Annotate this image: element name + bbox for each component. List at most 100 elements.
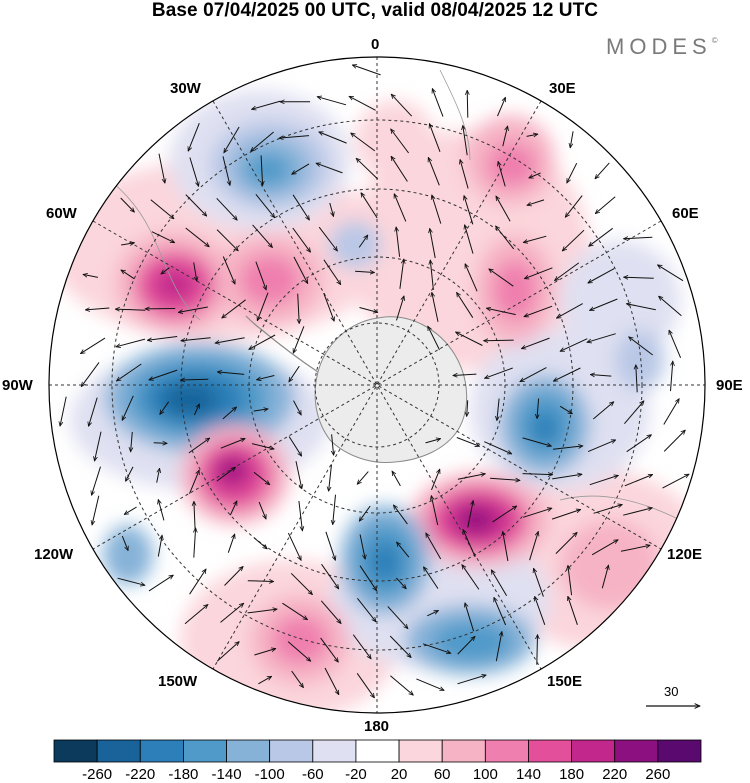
wind-arrow: [157, 535, 162, 557]
wind-arrow: [462, 530, 476, 558]
wind-arrow: [92, 495, 100, 525]
wind-arrow: [279, 135, 310, 139]
wind-arrow: [463, 126, 468, 156]
wind-arrow: [255, 193, 275, 217]
wind-arrow: [390, 675, 413, 695]
wind-arrow: [593, 505, 623, 514]
wind-arrow: [287, 641, 311, 662]
wind-arrow: [570, 131, 574, 148]
wind-arrow: [416, 678, 444, 691]
wind-arrow: [261, 155, 263, 185]
lon-label-30w: 30W: [170, 80, 201, 97]
wind-arrow: [291, 670, 304, 688]
wind-arrow: [216, 467, 236, 482]
wind-arrow: [624, 277, 654, 278]
wind-arrow: [535, 597, 546, 625]
wind-arrow: [329, 202, 334, 216]
colorbar-swatch: [571, 739, 616, 763]
wind-arrow: [193, 262, 197, 281]
wind-arrow: [216, 229, 238, 251]
wind-arrow: [589, 475, 619, 486]
wind-arrow: [352, 634, 371, 659]
colorbar-swatch: [226, 739, 271, 763]
wind-arrow: [318, 226, 337, 251]
wind-arrow: [289, 365, 300, 382]
wind-arrow: [626, 304, 656, 311]
wind-arrow: [329, 464, 332, 491]
reference-vector-label: 30: [664, 684, 679, 699]
wind-arrow: [560, 338, 588, 352]
lon-label-60e: 60E: [672, 205, 699, 222]
wind-arrow: [83, 274, 98, 278]
wind-arrow: [432, 195, 442, 224]
wind-arrow: [624, 475, 653, 487]
wind-arrow: [426, 533, 442, 560]
wind-arrow: [194, 501, 195, 530]
wind-arrow: [148, 575, 173, 592]
colorbar-tick-label: -100: [254, 766, 285, 783]
wind-arrow: [320, 637, 339, 662]
wind-arrow: [552, 446, 583, 450]
wind-arrow: [319, 132, 347, 144]
wind-arrow: [293, 326, 305, 353]
wind-arrow: [391, 94, 413, 117]
wind-arrow: [623, 508, 652, 516]
wind-arrow: [387, 606, 408, 628]
wind-arrow: [229, 501, 238, 516]
wind-arrow: [287, 532, 302, 560]
wind-arrow: [592, 402, 614, 420]
wind-arrow: [249, 334, 276, 349]
wind-arrow: [551, 510, 581, 520]
antarctic-peninsula: [245, 315, 319, 373]
wind-arrow: [255, 261, 266, 290]
wind-arrow: [495, 632, 502, 662]
wind-arrow: [526, 134, 538, 136]
wind-arrow: [460, 160, 469, 189]
wind-arrow: [153, 443, 167, 444]
wind-arrow: [222, 256, 235, 285]
graticule: [49, 57, 705, 713]
wind-arrow: [216, 642, 239, 662]
wind-arrow: [555, 262, 580, 281]
brand-text: MODES: [606, 34, 712, 59]
wind-arrow: [356, 158, 379, 180]
wind-arrow: [217, 372, 245, 375]
wind-arrow: [394, 505, 408, 525]
colorbar-tick-label: -180: [168, 766, 199, 783]
wind-arrow: [215, 337, 245, 343]
colorbar-tick-label: 260: [645, 766, 671, 783]
wind-arrow: [552, 474, 582, 480]
wind-arrow: [359, 307, 378, 313]
colorbar-swatch: [139, 739, 184, 763]
wind-arrow: [524, 267, 553, 279]
wind-arrow: [430, 260, 434, 290]
wind-arrow: [428, 157, 440, 186]
wind-arrow: [522, 474, 553, 475]
wind-arrow: [663, 430, 685, 452]
wind-arrow: [121, 395, 134, 421]
wind-arrow: [254, 649, 275, 656]
wind-arrow: [357, 471, 369, 485]
wind-arrow: [496, 196, 511, 222]
wind-arrow: [486, 308, 516, 316]
wind-arrow: [224, 567, 244, 586]
wind-arrow: [431, 496, 439, 526]
wind-arrow: [253, 409, 269, 411]
wind-arrow: [252, 100, 281, 109]
wind-arrow: [126, 466, 134, 481]
wind-arrow: [290, 572, 312, 594]
wind-arrow: [156, 468, 160, 483]
wind-arrow: [492, 506, 517, 523]
wind-arrow: [522, 437, 552, 446]
wind-arrow: [89, 397, 98, 427]
lon-label-120w: 120W: [34, 546, 74, 563]
wind-arrow: [295, 461, 302, 489]
wind-arrow: [293, 256, 308, 284]
wind-arrow: [357, 597, 376, 622]
wind-arrow: [568, 596, 578, 625]
wind-arrow: [555, 532, 577, 554]
wind-arrow: [121, 270, 135, 280]
wind-arrow: [590, 375, 612, 377]
wind-arrow: [391, 156, 408, 182]
wind-arrow: [252, 224, 273, 248]
